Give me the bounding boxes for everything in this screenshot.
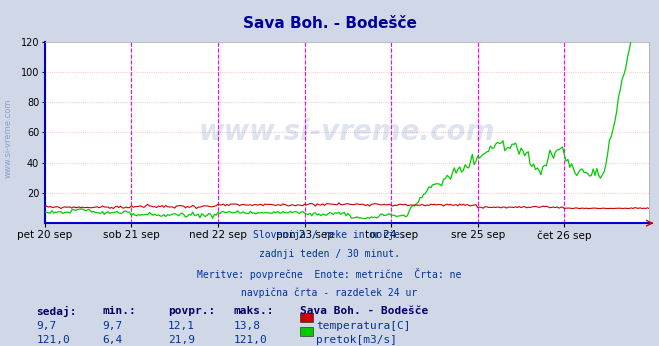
Text: povpr.:: povpr.: [168, 306, 215, 316]
Text: zadnji teden / 30 minut.: zadnji teden / 30 minut. [259, 249, 400, 259]
Text: 121,0: 121,0 [234, 335, 268, 345]
Text: 13,8: 13,8 [234, 321, 261, 331]
Text: temperatura[C]: temperatura[C] [316, 321, 411, 331]
Text: Meritve: povprečne  Enote: metrične  Črta: ne: Meritve: povprečne Enote: metrične Črta:… [197, 268, 462, 280]
Text: sedaj:: sedaj: [36, 306, 76, 317]
Text: 21,9: 21,9 [168, 335, 195, 345]
Text: Sava Boh. - Bodešče: Sava Boh. - Bodešče [300, 306, 428, 316]
Text: min.:: min.: [102, 306, 136, 316]
Text: 121,0: 121,0 [36, 335, 70, 345]
Text: www.si-vreme.com: www.si-vreme.com [3, 99, 13, 178]
Text: www.si-vreme.com: www.si-vreme.com [199, 118, 495, 146]
Text: navpična črta - razdelek 24 ur: navpična črta - razdelek 24 ur [241, 287, 418, 298]
Text: Slovenija / reke in morje.: Slovenija / reke in morje. [253, 230, 406, 240]
Text: 6,4: 6,4 [102, 335, 123, 345]
Text: pretok[m3/s]: pretok[m3/s] [316, 335, 397, 345]
Text: 9,7: 9,7 [102, 321, 123, 331]
Text: 9,7: 9,7 [36, 321, 57, 331]
Text: 12,1: 12,1 [168, 321, 195, 331]
Text: maks.:: maks.: [234, 306, 274, 316]
Text: Sava Boh. - Bodešče: Sava Boh. - Bodešče [243, 16, 416, 30]
